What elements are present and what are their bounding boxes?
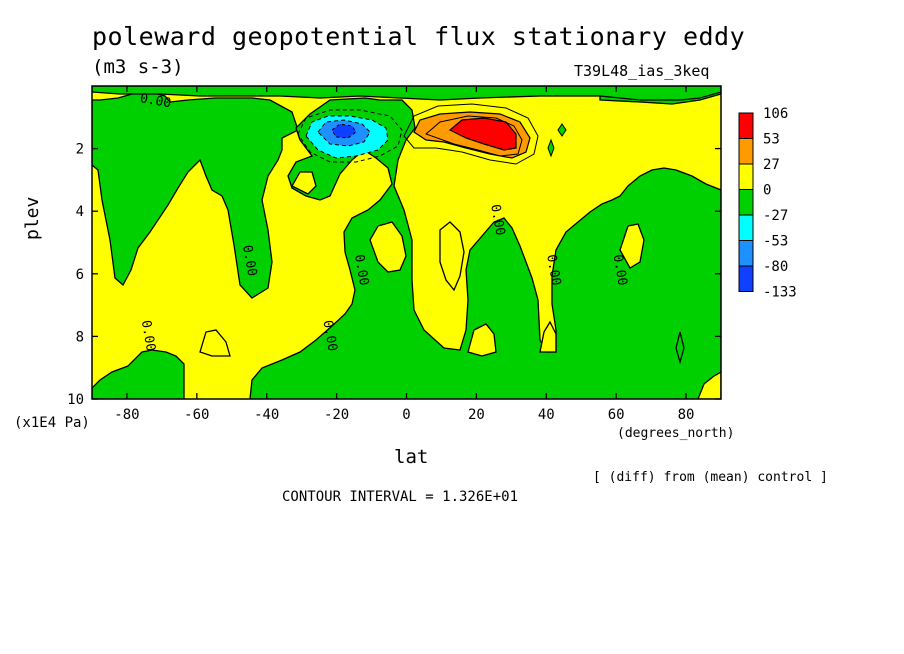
colorbar-label: -27 [763,208,788,224]
green-spot-right [675,331,685,365]
colorbar-label: -133 [763,285,797,301]
colorbar-label: 53 [763,132,780,148]
green-region-upper-strip [92,86,721,101]
contour-label: 0.00 [351,253,371,286]
positive-core-inner [448,117,517,151]
x-tick-label: 80 [678,407,695,423]
colorbar-swatch [738,189,754,216]
x-tick-label: -60 [184,407,209,423]
contour-label: 0.00 [487,203,507,236]
x-axis-unit: (degrees_north) [617,426,735,441]
y-axis-multiplier: (x1E4 Pa) [14,415,90,431]
contour-label: 0.00 [239,244,259,277]
diff-note: [ (diff) from (mean) control ] [593,470,828,485]
yellow-island-f [619,223,645,269]
run-label: T39L48_ias_3keq [574,62,710,80]
colorbar-label: 0 [763,183,771,199]
y-tick-label: 10 [67,392,84,408]
colorbar: 106 53 27 0 -27 -53 -80 -133 [738,106,797,301]
x-tick-label: -20 [324,407,349,423]
green-region-center [249,97,721,399]
small-spot-right-2 [547,138,555,158]
negative-ring-1 [297,109,403,163]
chart-title: poleward geopotential flux stationary ed… [92,22,746,51]
colorbar-swatch [738,112,754,139]
small-spot-right [557,123,567,137]
contour-label: 0.00 [138,319,158,352]
chart-units: (m3 s-3) [92,56,184,78]
green-region-west [92,91,299,299]
contour-labels: 0.00 0.00 0.00 0.00 0.00 0.00 0.00 0.00 [138,91,630,352]
x-tick-label: 20 [468,407,485,423]
colorbar-swatch [738,163,754,190]
y-tick-label: 4 [76,204,84,220]
colorbar-swatch [738,214,754,241]
yellow-island-a [439,221,465,292]
positive-ring-1 [403,103,539,165]
x-tick-label: -80 [114,407,139,423]
colorbar-swatch [738,240,754,267]
yellow-island-g [291,171,317,195]
negative-core-peak [331,123,357,139]
yellow-island-c [199,329,231,357]
contour-label: 0.00 [139,91,172,111]
contour-label: 0.00 [610,253,630,286]
colorbar-label: -80 [763,259,788,275]
positive-ring-2 [425,115,523,157]
y-tick-label: 2 [76,142,84,158]
x-tick-label: 60 [608,407,625,423]
x-axis-label: lat [394,446,429,468]
contour-label: 0.00 [543,253,563,286]
contour-fills [92,86,721,399]
yellow-lower-right [697,371,721,399]
y-ticks: 2 4 6 8 10 [67,142,721,408]
colorbar-swatch [738,138,754,165]
colorbar-label: -53 [763,234,788,250]
yellow-island-b [369,221,407,273]
colorbar-label: 27 [763,157,780,173]
colorbar-label: 106 [763,106,788,122]
x-tick-label: 40 [538,407,555,423]
x-tick-label: 0 [402,407,410,423]
yellow-island-d [467,323,497,357]
x-tick-label: -40 [254,407,279,423]
contour-label: 0.00 [319,319,339,352]
yellow-island-e [539,320,557,353]
colorbar-swatch [738,265,754,292]
green-region-lower-left [92,349,185,399]
y-tick-label: 6 [76,267,84,283]
contour-interval: CONTOUR INTERVAL = 1.326E+01 [282,489,519,505]
x-ticks: -80 -60 -40 -20 0 20 40 60 80 [114,86,694,423]
y-tick-label: 8 [76,329,84,345]
